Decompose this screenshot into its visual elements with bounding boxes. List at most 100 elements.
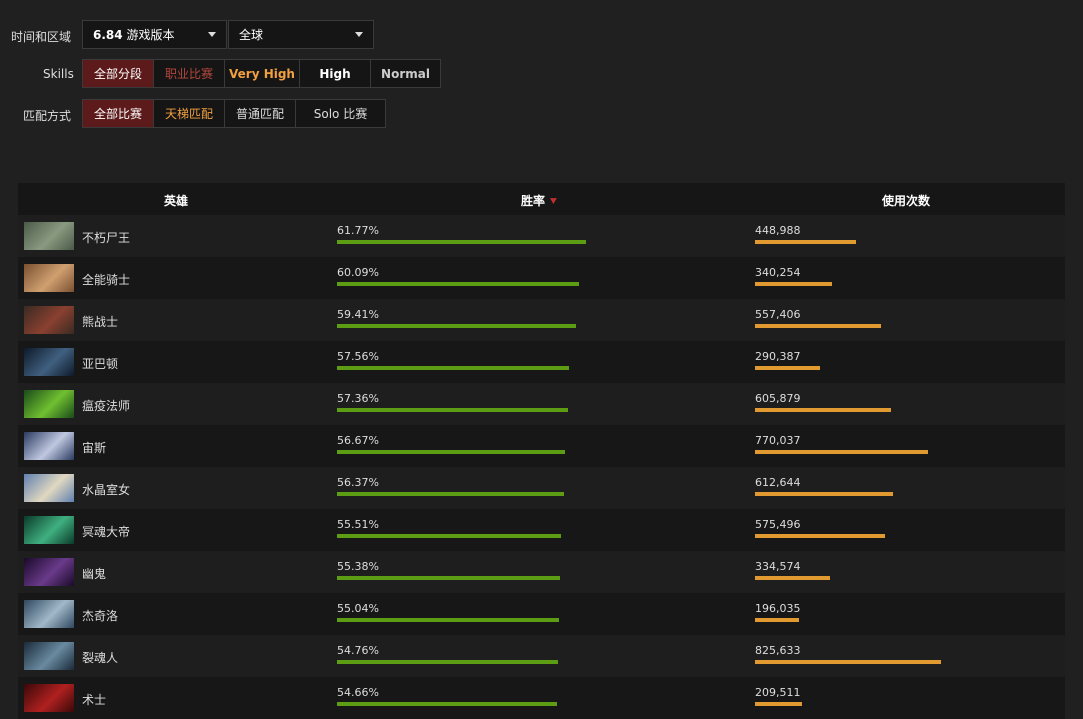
table-row[interactable]: 水晶室女 56.37% 612,644 [18, 467, 1065, 509]
picks-bar [755, 534, 885, 538]
table-row[interactable]: 裂魂人 54.76% 825,633 [18, 635, 1065, 677]
skill-normal-button[interactable]: Normal [370, 59, 441, 88]
winrate-bar [337, 576, 560, 580]
picks-bar [755, 450, 928, 454]
table-row[interactable]: 术士 54.66% 209,511 [18, 677, 1065, 719]
picks-value: 605,879 [755, 392, 801, 405]
winrate-value: 60.09% [337, 266, 379, 279]
winrate-bar [337, 450, 565, 454]
table-row[interactable]: 宙斯 56.67% 770,037 [18, 425, 1065, 467]
picks-value: 825,633 [755, 644, 801, 657]
region-dropdown[interactable]: 全球 [228, 20, 374, 49]
skill-high-button[interactable]: High [299, 59, 371, 88]
skills-label: Skills [43, 67, 74, 81]
skill-all-button[interactable]: 全部分段 [82, 59, 154, 88]
winrate-bar [337, 408, 568, 412]
winrate-bar [337, 282, 579, 286]
table-row[interactable]: 熊战士 59.41% 557,406 [18, 299, 1065, 341]
hero-portrait[interactable] [24, 348, 74, 376]
picks-value: 612,644 [755, 476, 801, 489]
winrate-column-header[interactable]: 胜率 ⯆ [521, 192, 558, 209]
table-row[interactable]: 全能骑士 60.09% 340,254 [18, 257, 1065, 299]
picks-value: 340,254 [755, 266, 801, 279]
winrate-value: 54.66% [337, 686, 379, 699]
hero-portrait[interactable] [24, 264, 74, 292]
hero-portrait[interactable] [24, 684, 74, 712]
picks-value: 448,988 [755, 224, 801, 237]
picks-bar [755, 240, 856, 244]
picks-value: 196,035 [755, 602, 801, 615]
picks-value: 575,496 [755, 518, 801, 531]
hero-portrait[interactable] [24, 600, 74, 628]
hero-name[interactable]: 熊战士 [82, 315, 119, 329]
picks-bar [755, 660, 941, 664]
hero-portrait[interactable] [24, 306, 74, 334]
table-row[interactable]: 幽鬼 55.38% 334,574 [18, 551, 1065, 593]
winrate-bar [337, 660, 558, 664]
chevron-down-icon[interactable]: ⯆ [549, 195, 558, 208]
hero-name[interactable]: 亚巴顿 [82, 357, 119, 371]
picks-bar [755, 366, 820, 370]
winrate-header-label: 胜率 [521, 194, 546, 208]
hero-portrait[interactable] [24, 516, 74, 544]
winrate-value: 56.67% [337, 434, 379, 447]
winrate-bar [337, 702, 557, 706]
hero-portrait[interactable] [24, 390, 74, 418]
table-header: 英雄 胜率 ⯆ 使用次数 [18, 183, 1065, 215]
picks-bar [755, 408, 891, 412]
picks-value: 290,387 [755, 350, 801, 363]
version-value: 6.84 [93, 28, 123, 42]
time-region-label: 时间和区域 [11, 30, 72, 44]
hero-name[interactable]: 宙斯 [82, 441, 107, 455]
winrate-value: 59.41% [337, 308, 379, 321]
hero-name[interactable]: 冥魂大帝 [82, 525, 131, 539]
winrate-value: 61.77% [337, 224, 379, 237]
hero-portrait[interactable] [24, 642, 74, 670]
table-row[interactable]: 冥魂大帝 55.51% 575,496 [18, 509, 1065, 551]
winrate-value: 57.36% [337, 392, 379, 405]
hero-name[interactable]: 全能骑士 [82, 273, 131, 287]
hero-portrait[interactable] [24, 432, 74, 460]
hero-portrait[interactable] [24, 474, 74, 502]
version-dropdown[interactable]: 6.84 游戏版本 [82, 20, 227, 49]
winrate-bar [337, 240, 586, 244]
hero-stats-table: 英雄 胜率 ⯆ 使用次数 不朽尸王 61.77% 448,988 全能骑士 60.… [18, 183, 1065, 719]
hero-name[interactable]: 水晶室女 [82, 483, 131, 497]
picks-bar [755, 702, 802, 706]
skill-very-high-button[interactable]: Very High [224, 59, 300, 88]
picks-value: 557,406 [755, 308, 801, 321]
hero-portrait[interactable] [24, 222, 74, 250]
winrate-bar [337, 324, 576, 328]
picks-bar [755, 576, 830, 580]
hero-name[interactable]: 瘟疫法师 [82, 399, 131, 413]
hero-portrait[interactable] [24, 558, 74, 586]
table-row[interactable]: 不朽尸王 61.77% 448,988 [18, 215, 1065, 257]
picks-value: 209,511 [755, 686, 801, 699]
hero-column-header[interactable]: 英雄 [164, 194, 189, 208]
winrate-value: 56.37% [337, 476, 379, 489]
caret-down-icon [355, 32, 363, 37]
picks-bar [755, 324, 881, 328]
hero-name[interactable]: 幽鬼 [82, 567, 107, 581]
match-normal-button[interactable]: 普通匹配 [224, 99, 296, 128]
match-type-label: 匹配方式 [23, 109, 72, 123]
hero-name[interactable]: 裂魂人 [82, 651, 119, 665]
match-all-button[interactable]: 全部比赛 [82, 99, 154, 128]
picks-column-header[interactable]: 使用次数 [882, 194, 931, 208]
hero-name[interactable]: 术士 [82, 693, 107, 707]
table-row[interactable]: 瘟疫法师 57.36% 605,879 [18, 383, 1065, 425]
version-suffix: 游戏版本 [126, 28, 175, 42]
winrate-bar [337, 618, 559, 622]
winrate-bar [337, 492, 564, 496]
picks-value: 334,574 [755, 560, 801, 573]
table-row[interactable]: 亚巴顿 57.56% 290,387 [18, 341, 1065, 383]
winrate-value: 55.38% [337, 560, 379, 573]
match-solo-button[interactable]: Solo 比赛 [295, 99, 386, 128]
hero-name[interactable]: 杰奇洛 [82, 609, 119, 623]
match-ranked-button[interactable]: 天梯匹配 [153, 99, 225, 128]
picks-bar [755, 618, 799, 622]
skill-pro-button[interactable]: 职业比赛 [153, 59, 225, 88]
table-row[interactable]: 杰奇洛 55.04% 196,035 [18, 593, 1065, 635]
winrate-value: 57.56% [337, 350, 379, 363]
hero-name[interactable]: 不朽尸王 [82, 231, 131, 245]
